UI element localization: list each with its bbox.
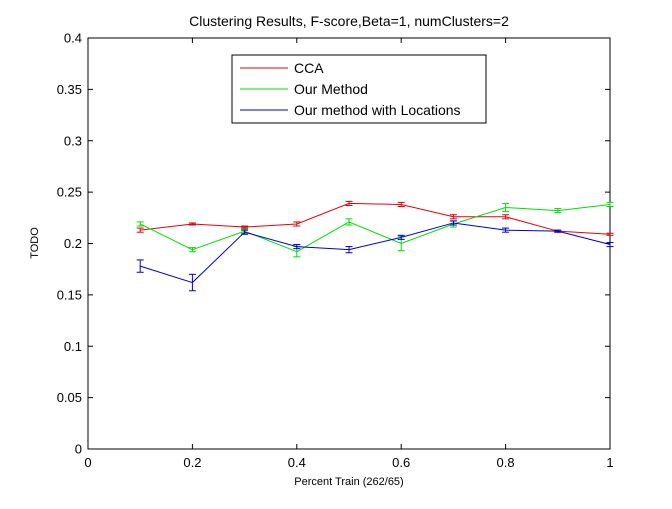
error-bar [554,208,562,214]
y-axis-label: TODO [29,227,41,259]
x-axis: 0 0.2 0.4 0.6 0.8 1 [84,38,614,470]
error-bar [345,200,353,206]
error-bar [449,220,457,226]
error-bar [502,214,510,220]
error-bar [397,201,405,208]
error-bar [241,229,249,235]
error-bar [241,225,249,229]
series-layer [136,200,614,292]
error-bar [345,218,353,226]
legend-label-our-method: Our Method [294,81,368,97]
y-tick-label: 0.05 [57,390,82,405]
y-tick-label: 0.2 [64,236,82,251]
error-bar [293,221,301,227]
y-tick-label: 0.35 [57,82,82,97]
error-bar [136,259,144,273]
legend-label-cca: CCA [294,60,324,76]
series-1 [136,201,614,258]
error-bar [554,229,562,233]
chart-title: Clustering Results, F-score,Beta=1, numC… [189,13,509,29]
x-tick-label: 0.4 [288,455,306,470]
error-bar [188,222,196,226]
series-2 [136,220,614,292]
x-tick-label: 0 [84,455,91,470]
x-tick-label: 0.2 [183,455,201,470]
y-tick-label: 0.3 [64,133,82,148]
x-tick-label: 1 [606,455,613,470]
error-bar [136,227,144,233]
error-bar [449,214,457,220]
series-line [139,203,611,253]
y-tick-label: 0.15 [57,287,82,302]
series-line [140,202,611,235]
error-bar [606,201,614,208]
y-tick-label: 0 [75,442,82,457]
error-bar [345,246,353,254]
error-bar [606,241,614,248]
y-tick-label: 0.25 [57,185,82,200]
x-axis-label: Percent Train (262/65) [294,476,403,488]
error-bar [502,227,510,233]
error-bar [606,232,614,236]
series-0 [136,200,614,236]
error-bar [397,234,405,240]
legend-label-our-method-with-locations: Our method with Locations [294,102,461,118]
legend: CCA Our Method Our method with Locations [231,54,487,124]
y-tick-label: 0.4 [64,31,82,46]
y-tick-label: 0.1 [64,339,82,354]
error-bar [502,202,510,213]
error-bar [188,273,196,292]
error-bar [188,247,196,253]
x-tick-label: 0.6 [392,455,410,470]
x-tick-label: 0.8 [497,455,515,470]
error-bar [136,221,144,227]
error-bar [293,244,301,250]
series-line [140,222,611,284]
